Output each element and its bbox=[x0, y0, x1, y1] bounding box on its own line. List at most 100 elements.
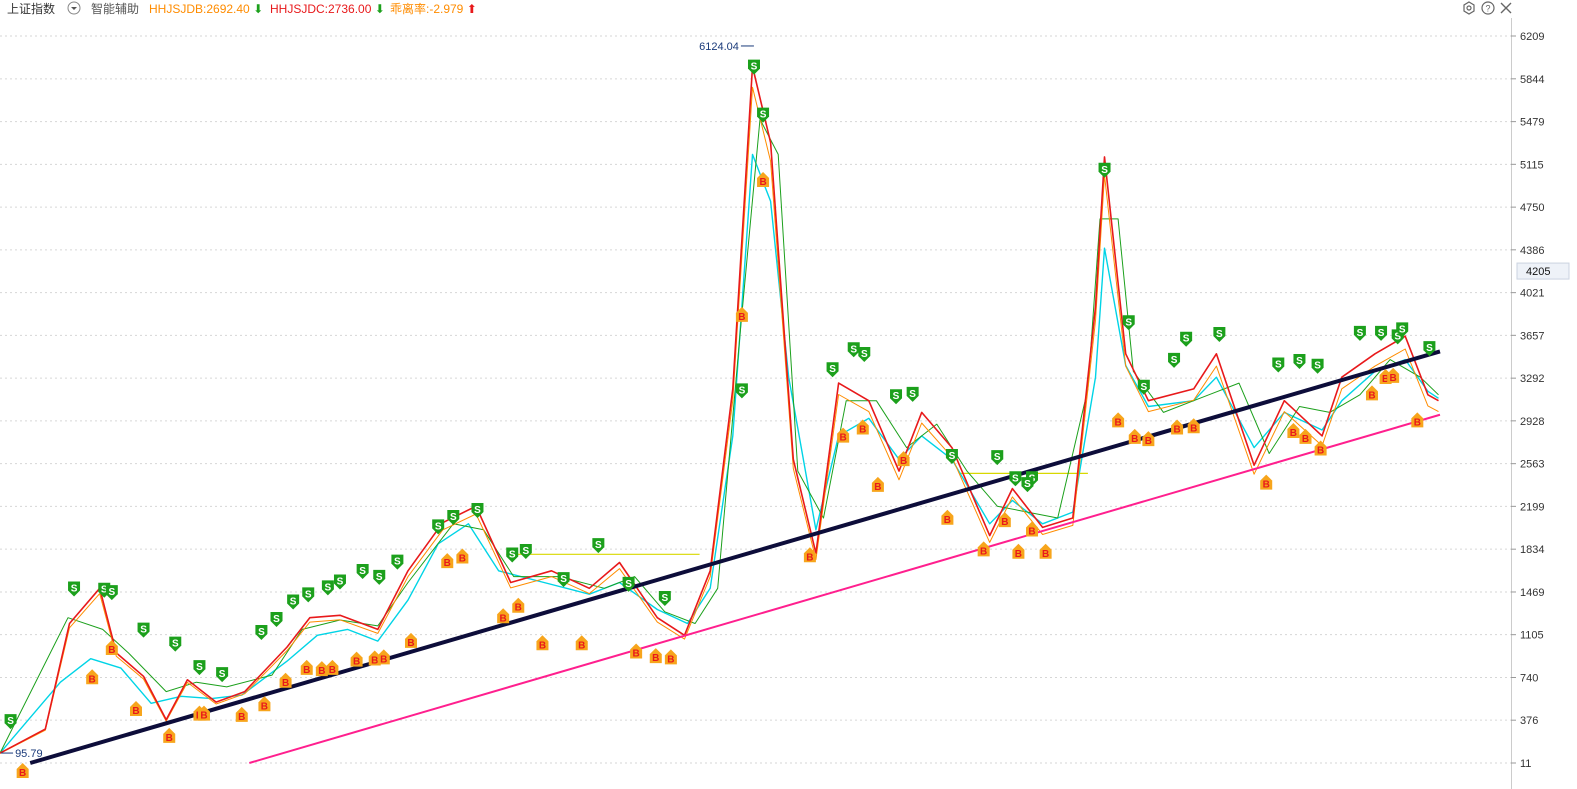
buy-signal-shape bbox=[163, 727, 176, 743]
sell-signal-marker: S bbox=[1180, 331, 1193, 347]
buy-signal-label: B bbox=[353, 657, 360, 668]
series-line-orange bbox=[0, 86, 1439, 754]
y-tick-label: 11 bbox=[1520, 758, 1531, 770]
settings-icon[interactable] bbox=[1462, 1, 1476, 18]
buy-signal-marker: B bbox=[258, 696, 271, 712]
low-value-label: 95.79 bbox=[15, 748, 43, 760]
sell-signal-label: S bbox=[1183, 334, 1190, 345]
sell-signal-marker: S bbox=[302, 587, 315, 603]
buy-signal-label: B bbox=[318, 666, 325, 677]
sell-signal-marker: S bbox=[1353, 325, 1366, 341]
buy-signal-label: B bbox=[1302, 434, 1309, 445]
buy-signal-shape bbox=[1187, 418, 1200, 434]
sell-signal-shape bbox=[1375, 325, 1388, 341]
indicator-hhjsjdb-text: HHJSJDB:2692.40 bbox=[149, 2, 250, 16]
indicator-hhjsjdb: HHJSJDB:2692.40 ⬇ bbox=[149, 2, 263, 16]
sell-signal-shape bbox=[105, 585, 118, 601]
buy-signal-shape bbox=[368, 650, 381, 666]
sell-signal-shape bbox=[270, 612, 283, 628]
y-tick-label: 5479 bbox=[1520, 117, 1544, 129]
buy-signal-shape bbox=[404, 632, 417, 648]
buy-signal-shape bbox=[377, 649, 390, 665]
sell-signal-marker: S bbox=[519, 544, 532, 560]
buy-signal-marker: B bbox=[86, 669, 99, 685]
sell-signal-marker: S bbox=[471, 502, 484, 518]
buy-signal-marker: B bbox=[1039, 543, 1052, 560]
smart-assist-button[interactable]: 智能辅助 bbox=[91, 2, 140, 16]
buy-signal-marker: B bbox=[1142, 431, 1155, 447]
buy-signal-label: B bbox=[371, 656, 378, 667]
sell-signal-label: S bbox=[560, 574, 567, 585]
sell-signal-label: S bbox=[893, 391, 900, 402]
buy-signal-shape bbox=[350, 651, 363, 667]
chevron-down-icon[interactable] bbox=[67, 1, 81, 18]
buy-signal-marker: B bbox=[871, 476, 884, 493]
buy-signal-label: B bbox=[980, 546, 987, 557]
buy-signal-shape bbox=[1365, 385, 1378, 401]
buy-signal-marker: B bbox=[1026, 521, 1039, 537]
sell-signal-label: S bbox=[509, 550, 516, 561]
sell-signal-label: S bbox=[1399, 324, 1406, 335]
buy-signal-label: B bbox=[238, 712, 245, 723]
sell-signal-marker: S bbox=[169, 636, 182, 652]
buy-signal-label: B bbox=[759, 177, 766, 188]
sell-signal-label: S bbox=[337, 577, 344, 588]
buy-signal-label: B bbox=[1001, 517, 1008, 528]
buy-signal-label: B bbox=[1317, 446, 1324, 457]
buy-signal-label: B bbox=[1145, 436, 1152, 447]
sell-signal-label: S bbox=[359, 566, 366, 577]
y-tick-label: 376 bbox=[1520, 715, 1538, 727]
sell-signal-marker: S bbox=[447, 510, 460, 526]
sell-signal-shape bbox=[1272, 357, 1285, 373]
sell-signal-shape bbox=[356, 563, 369, 579]
current-value-label: 4205 bbox=[1526, 266, 1550, 278]
sell-signal-marker: S bbox=[847, 342, 860, 358]
svg-text:?: ? bbox=[1485, 4, 1490, 14]
buy-signal-shape bbox=[856, 419, 869, 435]
buy-signal-label: B bbox=[840, 433, 847, 444]
buy-signal-label: B bbox=[407, 638, 414, 649]
sell-signal-marker: S bbox=[255, 624, 268, 640]
sell-signal-label: S bbox=[760, 110, 767, 121]
buy-signal-shape bbox=[1171, 419, 1184, 435]
sell-signal-shape bbox=[557, 572, 570, 588]
buy-signal-label: B bbox=[380, 654, 387, 665]
indicator-bias: 乖离率:-2.979 ⬆ bbox=[390, 2, 477, 16]
sell-signal-marker: S bbox=[557, 572, 570, 588]
y-tick-label: 2199 bbox=[1520, 501, 1544, 513]
buy-signal-label: B bbox=[261, 701, 268, 712]
buy-signal-marker: B bbox=[1365, 385, 1378, 401]
sell-signal-shape bbox=[471, 502, 484, 518]
y-axis-panel bbox=[1511, 18, 1577, 789]
buy-signal-marker: B bbox=[315, 661, 328, 677]
sell-signal-marker: S bbox=[622, 576, 635, 592]
sell-signal-shape bbox=[1098, 162, 1111, 178]
buy-signal-marker: B bbox=[1287, 422, 1300, 439]
buy-signal-shape bbox=[1314, 440, 1327, 456]
buy-signal-marker: B bbox=[664, 649, 677, 665]
close-icon[interactable] bbox=[1499, 1, 1513, 18]
sell-signal-label: S bbox=[108, 587, 115, 598]
sell-signal-label: S bbox=[850, 344, 857, 355]
buy-signal-marker: B bbox=[536, 635, 549, 651]
sell-signal-label: S bbox=[662, 593, 669, 604]
y-tick-label: 3292 bbox=[1520, 373, 1544, 385]
buy-signal-label: B bbox=[633, 648, 640, 659]
sell-signal-marker: S bbox=[858, 346, 871, 362]
sell-signal-shape bbox=[169, 636, 182, 652]
buy-signal-shape bbox=[105, 639, 118, 655]
buy-signal-marker: B bbox=[649, 648, 662, 664]
sell-signal-shape bbox=[1213, 327, 1226, 343]
buy-signal-label: B bbox=[944, 515, 951, 526]
sell-signal-shape bbox=[1122, 315, 1135, 331]
sell-signal-marker: S bbox=[321, 580, 334, 596]
help-icon[interactable]: ? bbox=[1481, 1, 1495, 18]
sell-signal-label: S bbox=[1357, 328, 1364, 339]
sell-signal-marker: S bbox=[68, 581, 81, 597]
buy-signal-shape bbox=[456, 548, 469, 564]
sell-signal-marker: S bbox=[1311, 358, 1324, 374]
sell-signal-label: S bbox=[1314, 361, 1321, 372]
sell-signal-shape bbox=[1396, 322, 1409, 338]
sell-signal-marker: S bbox=[4, 714, 17, 730]
series-line-green bbox=[0, 118, 1439, 754]
